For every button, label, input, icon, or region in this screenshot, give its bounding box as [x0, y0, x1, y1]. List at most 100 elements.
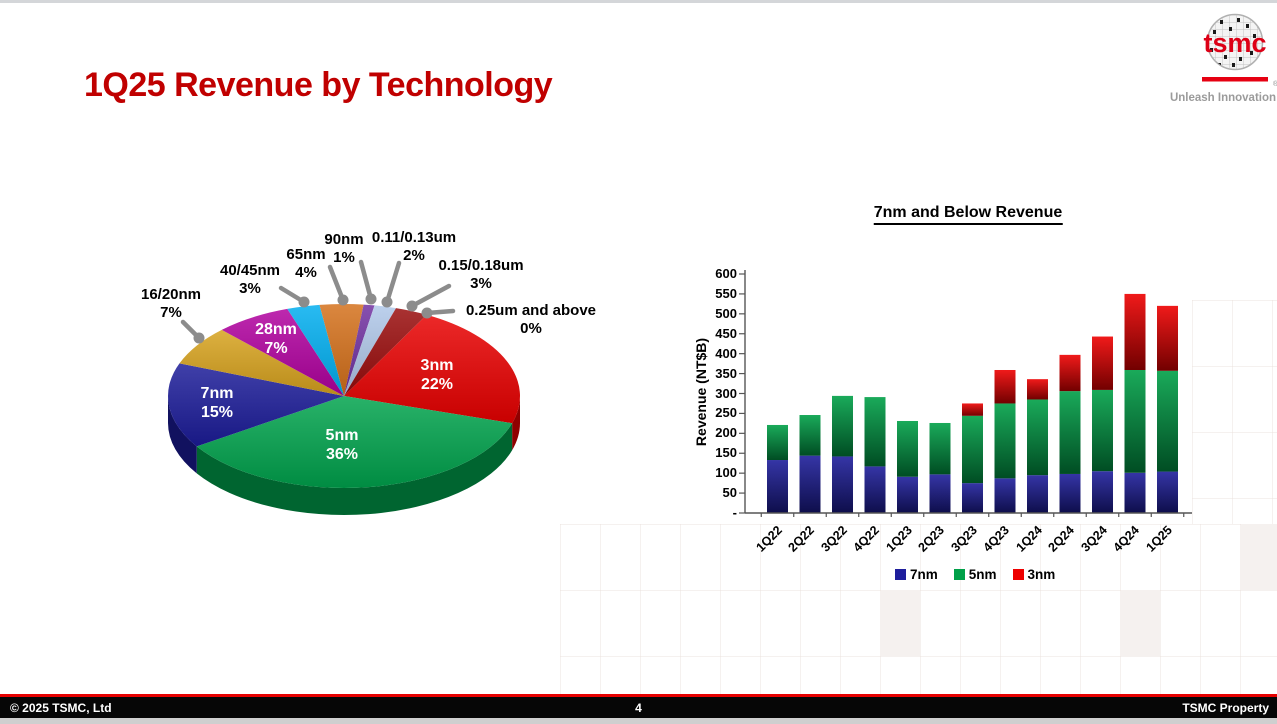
y-tick-label: 350	[715, 365, 737, 381]
pie-label-name: 5nm	[325, 427, 359, 444]
pie-slice-3nm	[344, 314, 520, 424]
legend-item-5nm: 5nm	[953, 567, 997, 582]
pie-label-name: 28nm	[255, 321, 297, 338]
bar-1Q23-7nm	[897, 476, 918, 513]
bar-3Q23-5nm	[962, 415, 983, 484]
leader-dot	[193, 332, 205, 344]
pie-slice-side-3nm	[512, 396, 520, 451]
pie-label: 40/45nm 3%	[220, 262, 280, 298]
pie-slice-0.11/0.13um	[344, 305, 397, 396]
pie-label: 0.15/0.18um 3%	[438, 257, 523, 293]
y-tick-label: 500	[715, 305, 737, 321]
legend-label: 3nm	[1027, 567, 1056, 582]
pie-label: 3nm 22%	[421, 356, 454, 394]
y-tick-label: 150	[715, 445, 737, 461]
legend-label: 7nm	[910, 567, 938, 582]
pie-slice-side-7nm	[168, 396, 197, 474]
legend-item-3nm: 3nm	[1012, 567, 1056, 582]
leader-dot	[337, 294, 349, 306]
pie-label-percent: 3%	[239, 280, 261, 297]
pie-label-name: 90nm	[324, 231, 364, 248]
pie-label-name: 16/20nm	[140, 286, 202, 303]
leader-line	[327, 264, 346, 303]
bar-4Q24-3nm	[1124, 293, 1146, 370]
y-tick-label: 400	[715, 345, 737, 361]
bar-4Q23-3nm	[994, 369, 1016, 404]
pie-label-percent: 36%	[325, 446, 359, 463]
bar-1Q24-3nm	[1027, 379, 1048, 400]
wafer-icon: tsmc ®	[1202, 13, 1277, 88]
bar-2Q24-5nm	[1059, 391, 1081, 474]
pie-label: 0.11/0.13um 2%	[372, 229, 456, 265]
footer-bar	[0, 697, 1277, 718]
y-tick-label: 300	[715, 385, 737, 401]
bar-4Q22-5nm	[864, 397, 886, 467]
leader-line	[409, 283, 452, 309]
window-top-edge	[0, 0, 1277, 3]
bar-chart-legend: 7nm 5nm 3nm	[895, 567, 1055, 582]
bar-3Q22-5nm	[832, 395, 853, 457]
bar-1Q22-5nm	[767, 424, 788, 461]
leader-dot	[421, 307, 433, 319]
bar-3Q22-7nm	[832, 456, 853, 513]
bar-2Q22-7nm	[799, 455, 821, 513]
footer-copyright: © 2025 TSMC, Ltd	[10, 701, 112, 715]
registered-mark: ®	[1273, 80, 1277, 88]
bar-1Q25-5nm	[1157, 370, 1178, 472]
bar-3Q23-7nm	[962, 483, 983, 513]
pie-label: 7nm 15%	[201, 384, 234, 422]
bar-4Q23-7nm	[994, 478, 1016, 513]
pie-label-name: 7nm	[200, 385, 234, 402]
pie-label-name: 0.15/0.18um	[438, 257, 524, 274]
footer-page-number: 4	[635, 701, 642, 715]
legend-swatch-3nm	[1012, 569, 1024, 580]
legend-swatch-5nm	[953, 569, 965, 580]
pie-slice-90nm	[344, 304, 375, 396]
leader-dot	[365, 293, 377, 305]
bar-3Q24-7nm	[1092, 471, 1113, 513]
y-tick-label: 200	[715, 425, 737, 441]
pie-slice-5nm	[196, 396, 513, 488]
pie-slice-side-5nm	[196, 423, 513, 515]
pie-slice-40/45nm	[287, 304, 344, 396]
legend-item-7nm: 7nm	[895, 567, 938, 582]
bar-2Q24-7nm	[1059, 473, 1081, 513]
pie-label-percent: 4%	[295, 264, 317, 281]
bar-2Q23-5nm	[929, 422, 951, 475]
footer-bottom-edge	[0, 718, 1277, 724]
leader-line	[384, 260, 402, 305]
leader-dot	[381, 296, 393, 308]
pie-label-name: 0.25um and above	[465, 302, 597, 319]
y-tick-label: 600	[715, 266, 737, 281]
pie-slice-28nm	[221, 308, 344, 396]
pie-label-percent: 7%	[160, 304, 182, 321]
pie-label-percent: 2%	[403, 247, 425, 264]
bar-4Q23-5nm	[994, 403, 1016, 479]
leader-dot	[406, 300, 418, 312]
pie-slice-7nm	[168, 363, 344, 447]
leader-dot	[298, 296, 310, 308]
logo-tagline: Unleash Innovation	[1169, 92, 1277, 104]
bar-1Q24-5nm	[1027, 399, 1048, 476]
pie-slice-0.15/0.18um	[344, 308, 427, 396]
bar-1Q24-7nm	[1027, 475, 1048, 513]
pie-label: 0.25um and above 0%	[466, 302, 596, 338]
bar-2Q24-3nm	[1059, 354, 1081, 392]
legend-swatch-7nm	[895, 569, 906, 580]
pie-label: 28nm 7%	[255, 320, 297, 358]
logo-underline	[1202, 77, 1268, 82]
pie-label-name: 3nm	[420, 357, 454, 374]
pie-slice-65nm	[319, 304, 364, 396]
bar-2Q23-7nm	[929, 474, 951, 513]
bar-3Q23-3nm	[962, 403, 983, 416]
bar-2Q22-5nm	[799, 415, 821, 456]
bar-4Q24-5nm	[1124, 369, 1146, 473]
footer-property-label: TSMC Property	[1182, 701, 1269, 715]
y-tick-label: 100	[715, 465, 737, 481]
bar-1Q22-7nm	[767, 460, 788, 513]
bar-4Q22-7nm	[864, 466, 886, 513]
pie-label: 5nm 36%	[326, 426, 359, 464]
pie-label-percent: 7%	[264, 340, 288, 357]
y-tick-label: 450	[715, 325, 737, 341]
